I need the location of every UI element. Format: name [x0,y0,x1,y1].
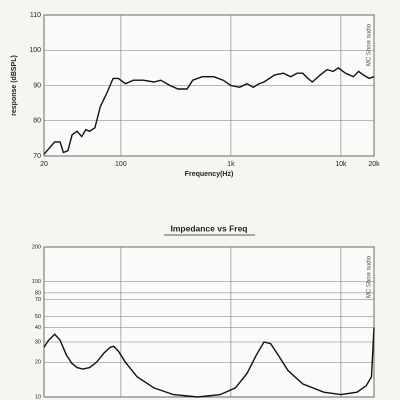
y-tick-label: 90 [33,82,41,89]
y-tick-label: 10 [35,394,41,400]
line-series [43,327,375,398]
x-axis-title: Frequency(Hz) [185,171,234,178]
x-tick-label: 20k [368,161,380,168]
x-tick-label: 10k [335,161,347,168]
y-tick-label: 40 [35,325,41,331]
y-tick-label: 80 [35,290,41,296]
y-tick-label: 200 [32,244,41,250]
y-tick-label: 80 [33,118,41,125]
watermark: MC Show audio [367,23,373,66]
y-tick-label: 100 [29,47,41,54]
line-series [43,67,375,155]
x-tick-label: 100 [115,161,127,168]
chart-title: Impedance vs Freq [170,223,247,233]
y-tick-label: 50 [35,314,41,320]
plot-area [43,246,375,398]
x-tick-label: 1k [227,161,235,168]
y-tick-label: 110 [30,12,41,19]
y-tick-label: 70 [35,297,41,303]
y-tick-label: 30 [35,339,41,345]
y-axis-title: response (dBSPL) [11,55,18,116]
y-tick-label: 70 [33,153,41,160]
x-tick-label: 20 [40,161,48,168]
y-tick-label: 20 [35,360,41,366]
watermark: MC Show audio [367,255,373,298]
y-tick-label: 100 [32,279,41,285]
